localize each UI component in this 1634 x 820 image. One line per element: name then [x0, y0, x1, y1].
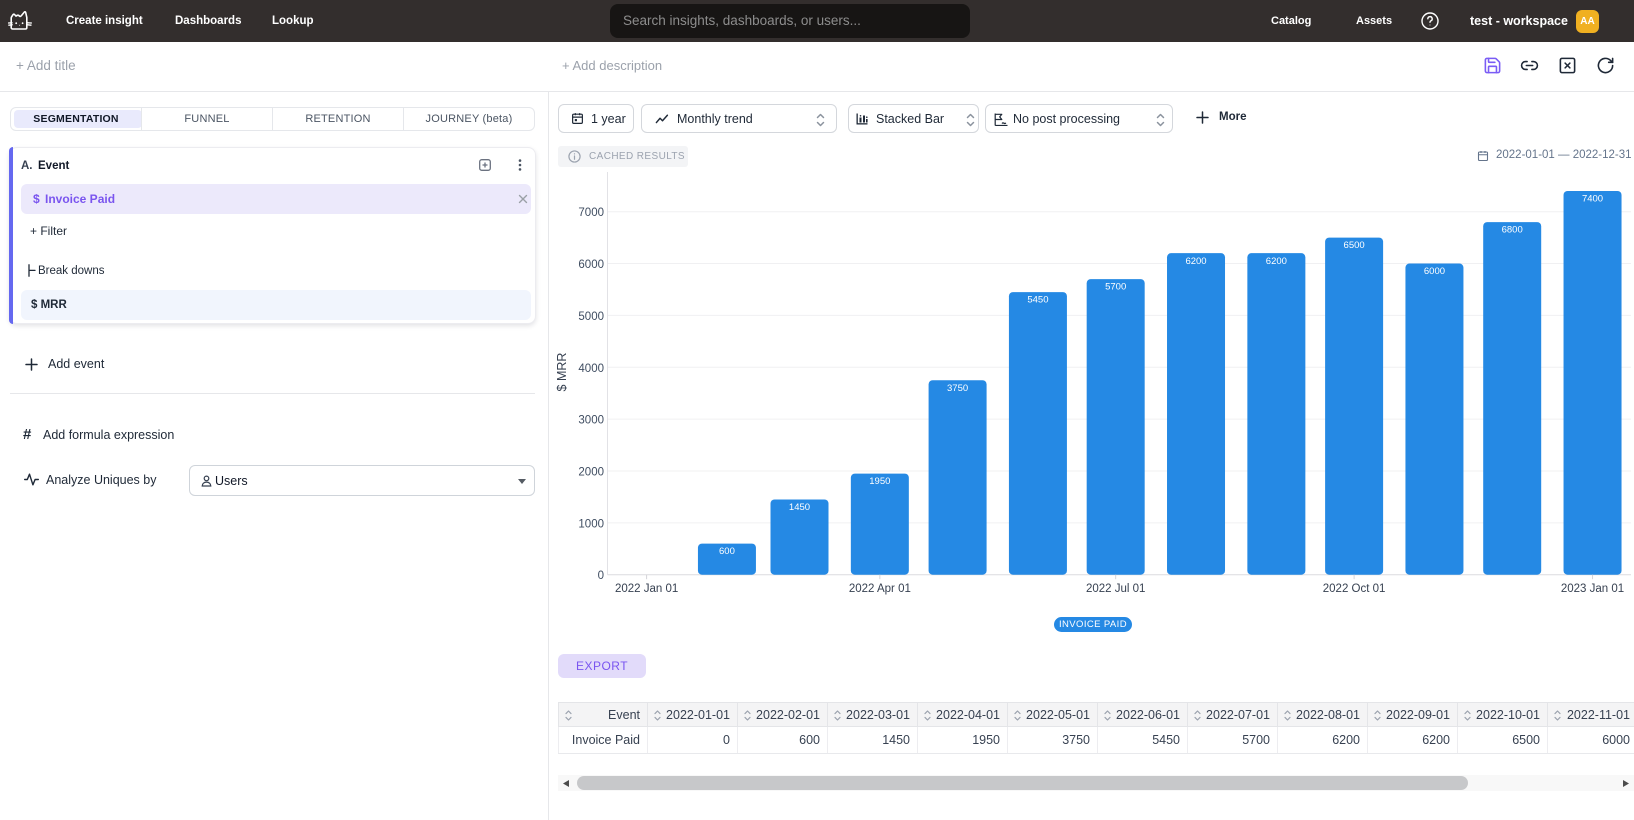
svg-text:4000: 4000: [578, 363, 604, 375]
svg-text:2000: 2000: [578, 466, 604, 478]
svg-text:600: 600: [719, 546, 735, 557]
svg-text:5450: 5450: [1027, 295, 1048, 306]
svg-text:6000: 6000: [578, 259, 604, 271]
svg-text:2022 Oct 01: 2022 Oct 01: [1323, 583, 1386, 595]
svg-text:0: 0: [598, 570, 604, 582]
svg-text:7400: 7400: [1582, 194, 1603, 205]
svg-text:1450: 1450: [789, 502, 810, 513]
svg-text:6800: 6800: [1502, 225, 1523, 236]
svg-text:7000: 7000: [578, 207, 604, 219]
svg-text:1950: 1950: [869, 476, 890, 487]
svg-text:6000: 6000: [1424, 266, 1445, 277]
svg-text:2022 Jul 01: 2022 Jul 01: [1086, 583, 1145, 595]
svg-text:2023 Jan 01: 2023 Jan 01: [1561, 583, 1624, 595]
svg-text:6500: 6500: [1344, 240, 1365, 251]
svg-text:$ MRR: $ MRR: [555, 353, 569, 392]
svg-text:5700: 5700: [1105, 282, 1126, 293]
svg-text:6200: 6200: [1266, 256, 1287, 267]
svg-text:5000: 5000: [578, 311, 604, 323]
svg-text:2022 Jan 01: 2022 Jan 01: [615, 583, 678, 595]
svg-text:6200: 6200: [1185, 256, 1206, 267]
svg-text:3000: 3000: [578, 415, 604, 427]
svg-text:1000: 1000: [578, 518, 604, 530]
svg-text:2022 Apr 01: 2022 Apr 01: [849, 583, 911, 595]
svg-text:3750: 3750: [947, 383, 968, 394]
